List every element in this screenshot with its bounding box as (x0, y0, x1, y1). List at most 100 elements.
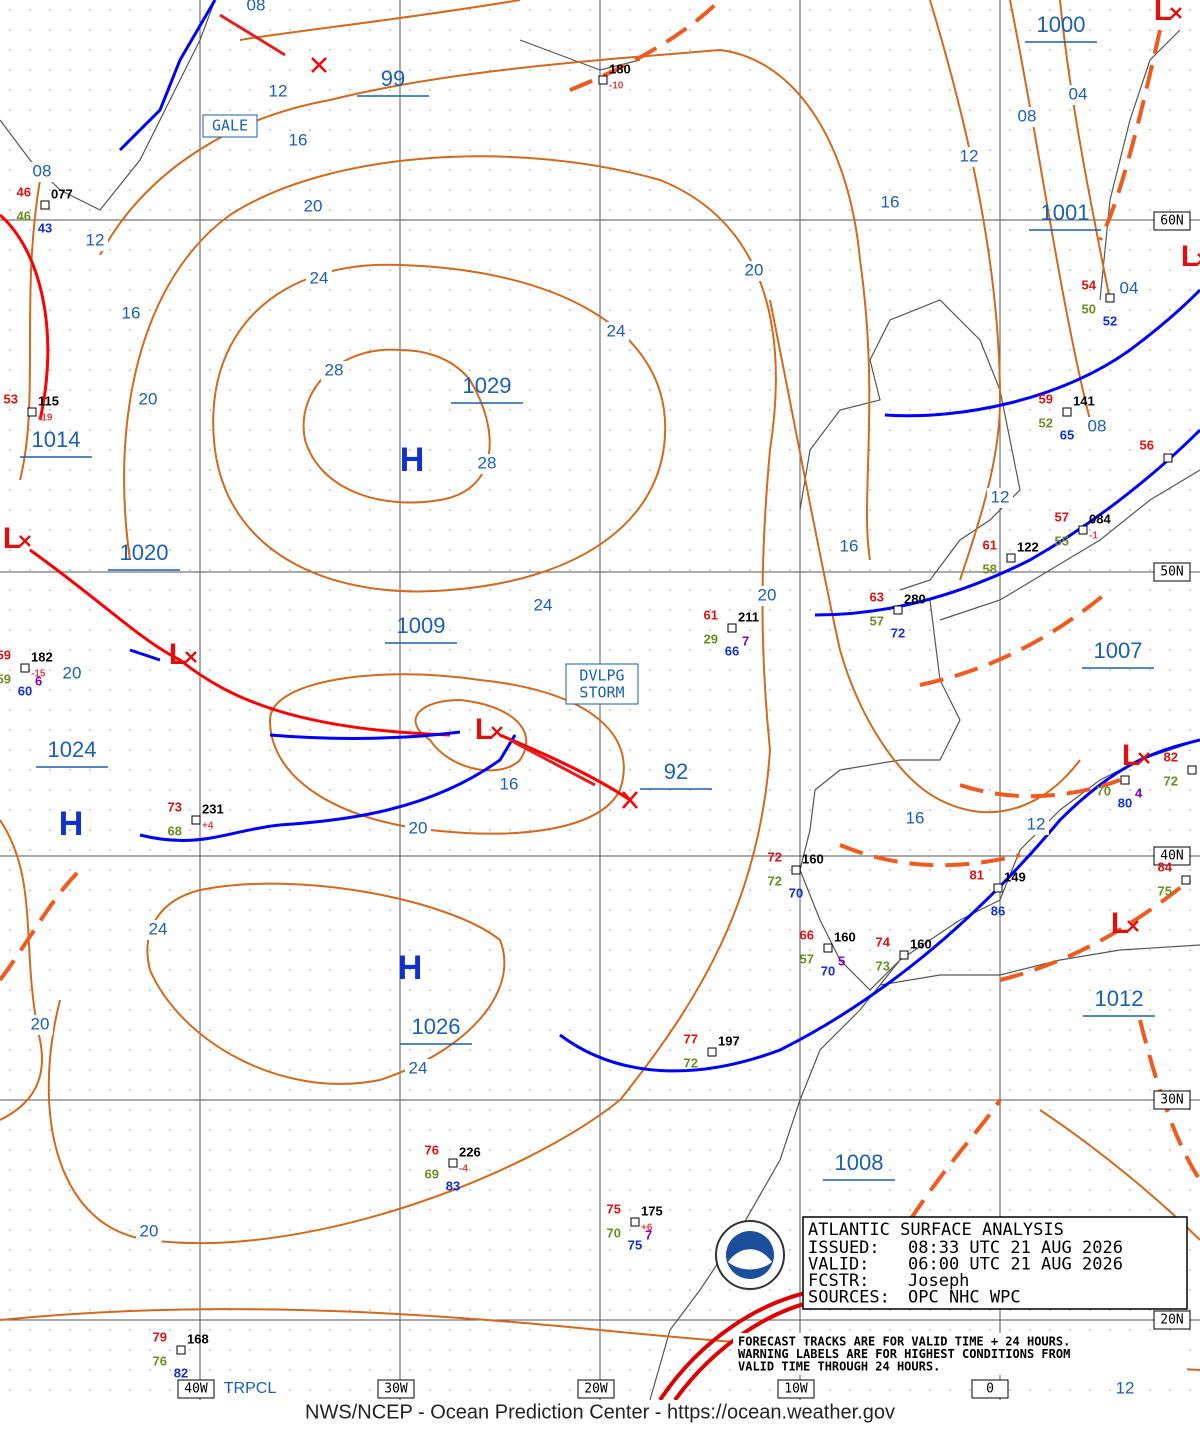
station-marker (1078, 525, 1088, 535)
grid-label-bg (1153, 1090, 1191, 1110)
isobar-label: 16 (289, 130, 308, 149)
gale-box (202, 114, 258, 138)
info-box (802, 1216, 1188, 1310)
isobar-label-bg (285, 131, 311, 151)
isobar-label-bg (405, 1059, 431, 1079)
station-pres: 180 (609, 61, 631, 76)
low-cross (491, 726, 503, 738)
station-tend: -19 (38, 413, 53, 424)
info-key: FCSTR: (808, 1271, 869, 1291)
isobar-label: 12 (991, 487, 1010, 506)
station-temp: 54 (1082, 277, 1097, 292)
isobar-label-bg (474, 454, 500, 474)
station-blue: 75 (628, 1237, 642, 1252)
station-temp: 73 (168, 799, 182, 814)
station-blue: 86 (991, 903, 1005, 918)
station-temp: 59 (0, 647, 11, 662)
isobar-label: 20 (745, 260, 764, 279)
station-marker (1006, 553, 1016, 563)
station-temp: 81 (970, 867, 984, 882)
station-marker (1181, 875, 1191, 885)
isobar-label-bg (82, 231, 108, 251)
pressure-center: 1024 (48, 737, 97, 762)
station-dew: 52 (1039, 415, 1053, 430)
isobar-label: 08 (1088, 416, 1107, 435)
isobar-label-bg (1112, 1379, 1138, 1399)
station-pres: 160 (834, 929, 856, 944)
station-marker (448, 1158, 458, 1168)
station-dew: 72 (1164, 773, 1178, 788)
high-center: H (59, 805, 84, 843)
isobar-label-bg (265, 82, 291, 102)
noaa-logo (715, 1220, 785, 1290)
low-cross (1138, 752, 1150, 764)
pressure-center: 92 (664, 759, 688, 784)
isobar-label-bg (956, 147, 982, 167)
grid-label-bg (971, 1379, 1009, 1399)
station-dew: 70 (607, 1225, 621, 1240)
isobar-label: 08 (33, 161, 52, 180)
grid-label-bg (777, 1379, 815, 1399)
station-marker (176, 1345, 186, 1355)
isobar-label-bg (321, 361, 347, 381)
footer-band (0, 1400, 1200, 1433)
isobar-label-bg (405, 819, 431, 839)
isobar-label: 24 (310, 268, 329, 287)
station-blue: 60 (18, 683, 32, 698)
isobar-label-bg (1084, 417, 1110, 437)
station-pres: 231 (202, 801, 224, 816)
isobar-label: 20 (63, 663, 82, 682)
grid-label: 40N (1160, 849, 1183, 864)
isobar-label: 04 (1069, 84, 1088, 103)
station-tend: -15 (31, 669, 46, 680)
grid-label: 20W (584, 1382, 608, 1397)
isobar-label-bg (902, 809, 928, 829)
station-purple: 7 (645, 1227, 652, 1242)
station-dew: 72 (768, 873, 782, 888)
station-temp: 74 (876, 934, 891, 949)
pressure-center: 1026 (412, 1014, 461, 1039)
grid-label-bg (1153, 211, 1191, 231)
low-cross (185, 651, 197, 663)
isobar-label: 24 (534, 595, 553, 614)
station-marker (20, 663, 30, 673)
isobar-label-bg (118, 304, 144, 324)
station-temp: 56 (1140, 437, 1154, 452)
station-marker (1163, 453, 1173, 463)
station-temp: 82 (1164, 749, 1178, 764)
station-marker (27, 407, 37, 417)
note-line: FORECAST TRACKS ARE FOR VALID TIME + 24 … (738, 1335, 1070, 1349)
station-purple: 4 (1135, 785, 1143, 800)
isobar-label: 20 (31, 1014, 50, 1033)
note-box (733, 1333, 1187, 1375)
pressure-center: 1029 (463, 373, 512, 398)
low-center: L (1111, 907, 1129, 940)
station-dew: 75 (1158, 883, 1172, 898)
station-blue: 65 (1060, 427, 1074, 442)
station-marker (823, 943, 833, 953)
station-marker (791, 865, 801, 875)
isobar-label-bg (300, 197, 326, 217)
station-dew: 76 (153, 1353, 167, 1368)
info-key: VALID: (808, 1255, 869, 1275)
station-dew: 69 (425, 1166, 439, 1181)
station-temp: 72 (768, 849, 782, 864)
isobar-label: 20 (304, 196, 323, 215)
isobar-label-bg (987, 488, 1013, 508)
pressure-center: 1008 (835, 1150, 884, 1175)
station-tend: -10 (609, 81, 624, 92)
isobar-label: 12 (1027, 814, 1046, 833)
station-tend: +4 (202, 821, 214, 832)
station-pres: 115 (38, 393, 59, 408)
grid-label-bg (377, 1379, 415, 1399)
isobar-label: 24 (409, 1058, 428, 1077)
station-marker (899, 950, 909, 960)
station-pres: 077 (51, 186, 73, 201)
low-center: L (1154, 0, 1172, 27)
info-title: ATLANTIC SURFACE ANALYSIS (808, 1220, 1064, 1240)
gale-label: GALE (212, 117, 248, 135)
station-marker (1105, 293, 1115, 303)
station-dew: 72 (684, 1055, 698, 1070)
isobar-label: 20 (409, 818, 428, 837)
grid-label: 0 (986, 1382, 994, 1397)
